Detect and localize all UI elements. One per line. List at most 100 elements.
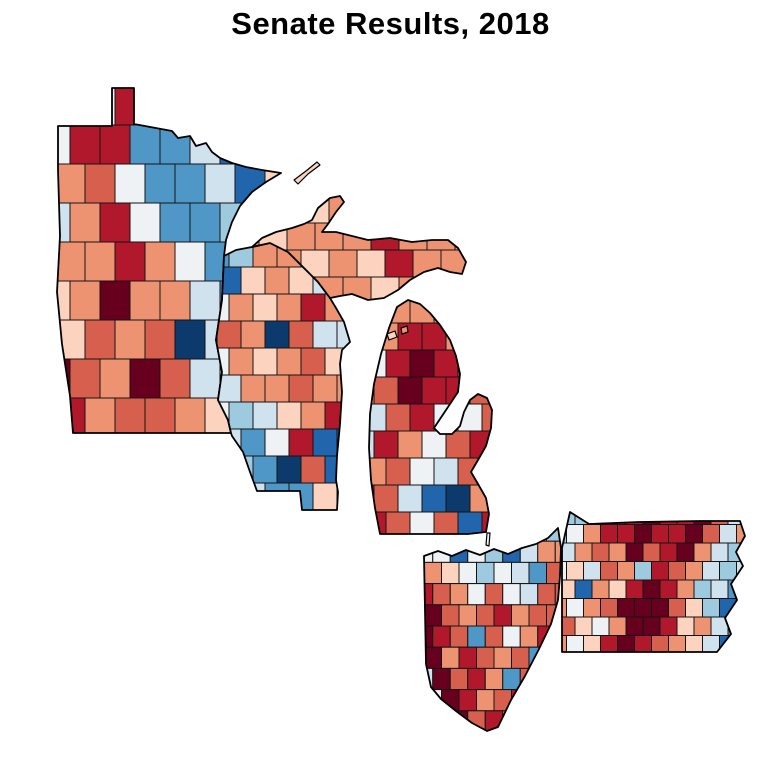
county-cell [144, 163, 176, 204]
county-cell [476, 604, 495, 627]
county-cell [424, 710, 434, 731]
county-cell [702, 598, 720, 618]
county-cell [219, 124, 251, 165]
county-cell [174, 88, 206, 126]
county-cell [519, 583, 539, 606]
county-cell [449, 583, 469, 606]
county-cell [481, 300, 492, 324]
county-cell [481, 349, 492, 378]
county-cell [583, 598, 601, 618]
county-cell [608, 579, 627, 599]
county-cell [159, 124, 191, 165]
county-cell [421, 430, 447, 459]
county-cell [685, 598, 703, 618]
county-cell [300, 347, 326, 376]
county-cell [481, 511, 492, 534]
county-cell [288, 428, 314, 457]
county-cell [502, 710, 521, 731]
county-cell [591, 616, 610, 636]
county-cell [449, 540, 469, 563]
county-cell [546, 689, 561, 712]
county-cell [710, 542, 729, 562]
county-cell [240, 266, 266, 295]
county-cell [432, 667, 451, 691]
county-cell [440, 196, 466, 224]
county-cell [424, 689, 442, 712]
county-cell [537, 710, 556, 731]
county-cell [469, 484, 492, 513]
county-cell [216, 320, 242, 349]
county-cell [583, 561, 601, 581]
state-outline-michigan-lower-peninsula [368, 299, 493, 535]
county-cell [312, 428, 338, 457]
county-cell [84, 88, 116, 126]
county-cell [449, 667, 469, 691]
county-cell [502, 625, 521, 648]
county-cell [264, 266, 290, 295]
county-cell [591, 512, 610, 525]
county-cell [702, 524, 720, 544]
county-cell [493, 646, 512, 669]
county-cell [702, 561, 720, 581]
county-cell [99, 124, 131, 165]
county-cell [676, 579, 695, 599]
county-cell [693, 579, 712, 599]
county-cell [252, 401, 278, 430]
county-cell [651, 524, 669, 544]
county-cell [240, 428, 266, 457]
county-cell [310, 125, 340, 164]
county-cell [668, 561, 686, 581]
county-cell [458, 604, 477, 627]
county-cell [369, 430, 375, 459]
county-cell [454, 222, 466, 251]
county-cell [234, 88, 266, 126]
county-cell [457, 511, 483, 534]
county-cell [219, 202, 251, 243]
county-cell [409, 403, 435, 432]
county-cell [668, 598, 686, 618]
county-cell [554, 540, 561, 563]
county-cell [240, 482, 266, 510]
county-cell [276, 401, 302, 430]
county-cell [476, 689, 495, 712]
county-cell [174, 241, 206, 282]
county-cell [574, 579, 593, 599]
county-cell [433, 457, 459, 486]
county-cell [264, 320, 290, 349]
county-cell [159, 280, 191, 321]
county-cell [484, 667, 504, 691]
county-cell [369, 511, 387, 534]
county-cell [719, 561, 737, 581]
county-cell [744, 579, 745, 599]
county-cell [84, 319, 116, 360]
county-cell [204, 163, 236, 204]
county-cell [276, 293, 302, 322]
county-cell [424, 561, 442, 585]
county-cell [659, 616, 678, 636]
county-cell [494, 431, 518, 458]
county-cell [457, 457, 483, 486]
county-cell [511, 604, 530, 627]
county-cell [591, 579, 610, 599]
county-cell [189, 280, 221, 321]
county-cell [300, 455, 326, 484]
county-cell [528, 561, 547, 585]
county-cell [249, 124, 281, 165]
county-cell [685, 561, 703, 581]
county-cell [566, 598, 584, 618]
county-cell [174, 163, 206, 204]
county-cell [264, 88, 281, 126]
county-cell [494, 323, 518, 350]
chart-title: Senate Results, 2018 [231, 6, 550, 41]
county-cell [69, 202, 101, 243]
county-cell [252, 455, 278, 484]
county-cell [264, 482, 290, 510]
county-cell [685, 524, 703, 544]
county-cell [228, 293, 254, 322]
county-cell [457, 349, 483, 378]
county-cell [693, 616, 712, 636]
county-cell [228, 243, 254, 268]
county-cell [373, 484, 399, 513]
county-cell [433, 403, 459, 432]
